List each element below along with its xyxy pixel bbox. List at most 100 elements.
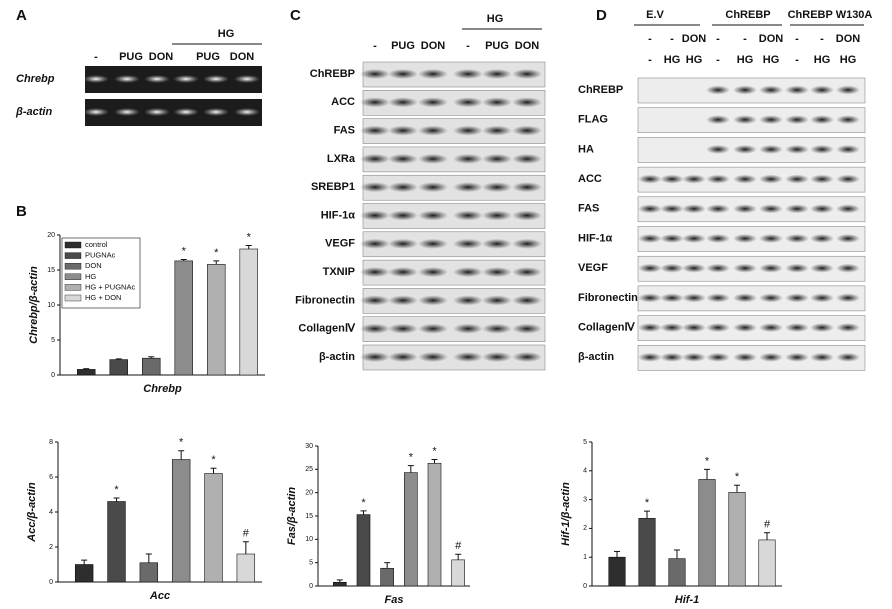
row-label: ChREBP (310, 68, 355, 80)
lane-label: DON (759, 33, 784, 45)
legend-swatch (64, 294, 82, 302)
band (810, 174, 834, 184)
band (173, 108, 199, 116)
y-tick-label: 4 (583, 468, 587, 475)
row-label: β-actin (15, 106, 52, 118)
y-tick-label: 15 (47, 267, 55, 274)
band (733, 85, 757, 95)
band (785, 144, 809, 154)
lane-label: - (670, 33, 674, 45)
annotation: # (243, 528, 250, 540)
lane-label: - (373, 40, 377, 52)
band (512, 97, 542, 108)
band (836, 234, 860, 243)
bar (668, 558, 686, 587)
lane-label: PUG (119, 51, 143, 63)
annotation: # (764, 519, 771, 531)
band (482, 267, 512, 278)
y-tick-label: 10 (305, 536, 313, 543)
band (388, 323, 418, 334)
band (706, 234, 730, 243)
bar (728, 492, 746, 587)
band (682, 352, 706, 362)
band (482, 210, 512, 221)
error-bar (360, 510, 367, 515)
bar (174, 260, 193, 376)
annotation: * (409, 452, 414, 464)
group-label: ChREBP W130A (788, 9, 873, 21)
band (638, 174, 662, 184)
x-axis-label: Hif-1 (675, 594, 699, 606)
band (388, 153, 418, 164)
error-bar (614, 550, 620, 558)
y-axis-label: Hif-1/β-actin (560, 482, 572, 546)
band (836, 352, 860, 362)
error-bar (384, 562, 391, 569)
annotation: # (455, 540, 462, 552)
band (512, 323, 542, 334)
y-tick-label: 10 (47, 302, 55, 309)
band (682, 263, 706, 273)
band (360, 323, 390, 334)
lane-label: HG (763, 54, 780, 66)
bar (171, 459, 191, 583)
band (482, 352, 512, 362)
panel-label: C (290, 7, 301, 24)
lane-label: - (466, 40, 470, 52)
legend-label: control (85, 240, 108, 249)
band (660, 352, 684, 362)
error-bar (210, 467, 217, 474)
band (388, 238, 418, 249)
band (453, 267, 483, 278)
row-label: HIF-1α (578, 232, 613, 244)
lane-label: HG (840, 54, 857, 66)
band (733, 352, 757, 362)
band (660, 263, 684, 273)
lane-label: DON (515, 40, 540, 52)
band (360, 182, 390, 193)
band (785, 352, 809, 362)
bar (236, 553, 256, 583)
band (836, 115, 860, 125)
band (512, 210, 542, 221)
panel-label: A (16, 7, 27, 24)
legend-swatch (64, 284, 82, 291)
lane-label: DON (836, 33, 861, 45)
row-label: FLAG (578, 114, 608, 126)
band (360, 295, 390, 306)
y-tick-label: 0 (51, 372, 55, 379)
band (836, 293, 860, 303)
band (810, 144, 834, 154)
band (482, 238, 512, 249)
legend-swatch (64, 241, 82, 249)
bar (451, 559, 465, 587)
band (453, 295, 483, 306)
lane-label: - (648, 33, 652, 45)
band (682, 204, 706, 214)
band (453, 97, 483, 108)
band (360, 238, 390, 249)
band (482, 153, 512, 164)
band (234, 75, 260, 83)
lane-label: HG (737, 54, 754, 66)
band (660, 204, 684, 214)
band (418, 69, 448, 79)
band (836, 85, 860, 95)
y-tick-label: 5 (583, 439, 587, 446)
band (144, 75, 170, 83)
band (785, 293, 809, 303)
legend-swatch (64, 263, 82, 270)
band (388, 352, 418, 362)
band (203, 108, 229, 116)
band (360, 352, 390, 362)
y-tick-label: 4 (49, 509, 53, 516)
band (660, 174, 684, 184)
y-tick-label: 30 (305, 443, 313, 450)
band (810, 204, 834, 214)
band (512, 69, 542, 79)
band (706, 352, 730, 362)
band (785, 234, 809, 243)
y-tick-label: 0 (49, 579, 53, 586)
x-axis-label: Chrebp (143, 383, 182, 395)
lane-label: HG (686, 54, 703, 66)
